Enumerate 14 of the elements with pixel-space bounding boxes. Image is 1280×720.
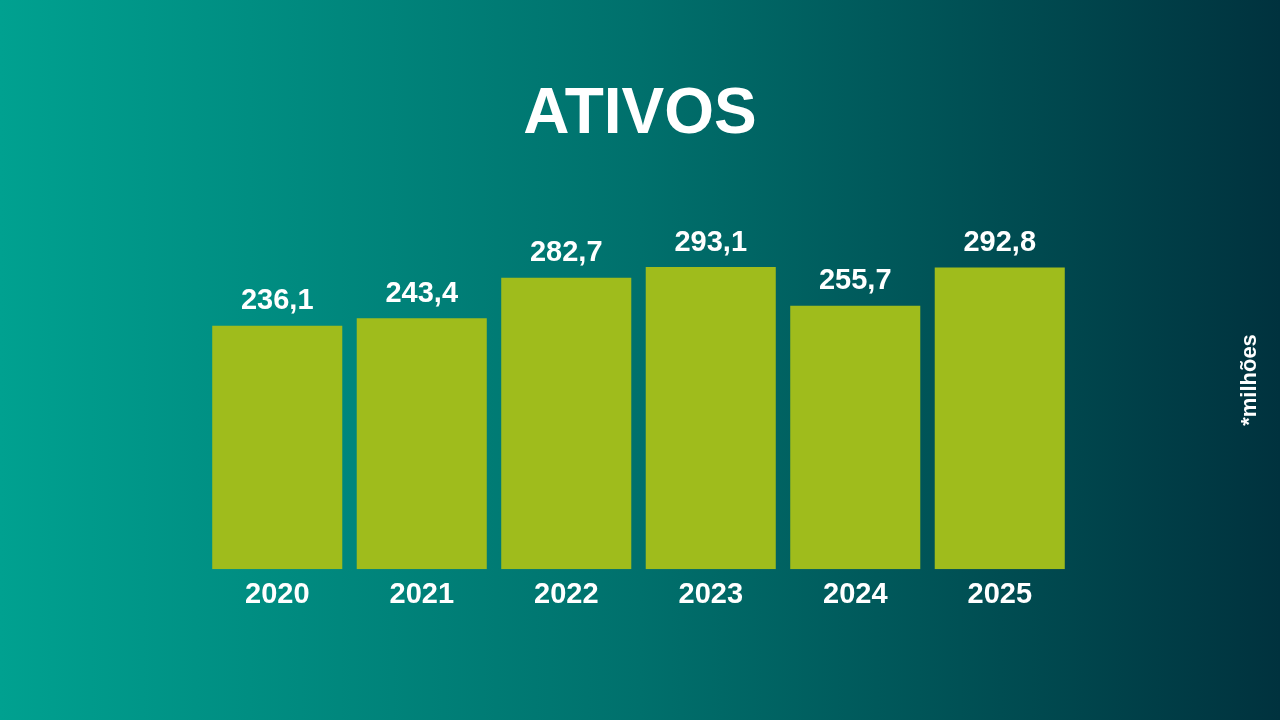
x-tick-label: 2023 xyxy=(678,576,744,609)
x-tick-label: 2020 xyxy=(244,576,310,609)
x-tick-label: 2024 xyxy=(822,576,888,609)
data-label: 236,1 xyxy=(240,283,314,316)
x-tick-label: 2025 xyxy=(967,576,1033,609)
x-tick-label: 2021 xyxy=(389,576,455,609)
chart-title: ATIVOS xyxy=(523,74,757,147)
data-label: 255,7 xyxy=(818,263,892,296)
data-label: 282,7 xyxy=(529,235,603,268)
data-label: 292,8 xyxy=(963,224,1037,257)
text: *milhões xyxy=(1236,334,1262,426)
data-label: 243,4 xyxy=(385,275,459,308)
x-tick-label: 2022 xyxy=(533,576,599,609)
data-label: 293,1 xyxy=(674,224,748,257)
